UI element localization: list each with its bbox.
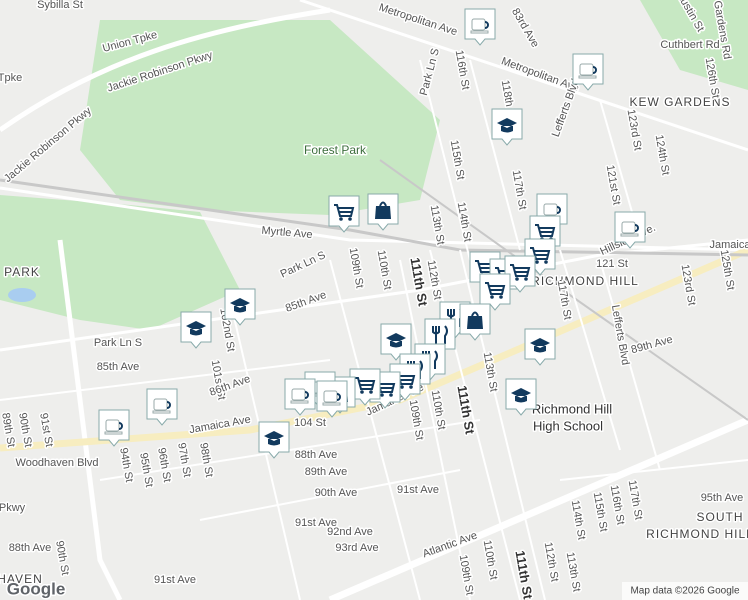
street-label: Park Ln S — [94, 337, 142, 349]
street-label: 91st Ave — [154, 574, 196, 586]
park-label: Forest Park — [304, 143, 367, 157]
school-marker[interactable] — [380, 323, 412, 361]
school-marker[interactable] — [224, 288, 256, 326]
forest-park — [80, 20, 440, 215]
street-label: 95th Ave — [701, 492, 744, 504]
area-label: RICHMOND HILL — [646, 527, 748, 541]
street-label: 88th Ave — [9, 542, 52, 554]
shopping-marker[interactable] — [459, 303, 491, 341]
street-label: Cuthbert Rd — [660, 39, 719, 51]
place-label: Richmond Hill — [532, 401, 612, 416]
street-label: 121 St — [596, 258, 628, 270]
attribution-bg — [622, 582, 748, 600]
street-label: 91st Ave — [295, 517, 337, 529]
coffee-marker[interactable] — [614, 211, 646, 249]
street-label: Jamaica — [710, 239, 748, 251]
coffee-marker[interactable] — [572, 53, 604, 91]
school-marker[interactable] — [524, 328, 556, 366]
shopping-marker[interactable] — [367, 193, 399, 231]
street-label: Sybilla St — [37, 0, 83, 11]
street-label: 85th Ave — [97, 361, 140, 373]
area-label: SOUTH — [697, 510, 744, 524]
street-label: Woodhaven Blvd — [16, 457, 99, 469]
grocery-marker[interactable] — [479, 273, 511, 311]
street-label: 90th Ave — [315, 487, 358, 499]
street-label: 88th Ave — [295, 449, 338, 461]
park-area — [0, 195, 240, 330]
school-marker[interactable] — [505, 378, 537, 416]
grocery-marker[interactable] — [349, 368, 381, 406]
street-label: 92nd Ave — [327, 526, 373, 538]
grocery-marker[interactable] — [328, 195, 360, 233]
pond — [8, 288, 36, 302]
street-label: 93rd Ave — [335, 542, 378, 554]
google-logo: Google — [7, 579, 66, 598]
area-label: PARK — [4, 265, 40, 279]
area-label: RICHMOND HILL — [531, 274, 639, 288]
coffee-marker[interactable] — [464, 8, 496, 46]
place-label: High School — [533, 418, 603, 433]
school-marker[interactable] — [180, 311, 212, 349]
coffee-marker[interactable] — [146, 388, 178, 426]
street-label: 91st Ave — [397, 484, 439, 496]
attribution[interactable]: Map data ©2026 Google — [630, 586, 740, 597]
school-marker[interactable] — [258, 421, 290, 459]
school-marker[interactable] — [491, 108, 523, 146]
street-label: 89th Ave — [305, 466, 348, 478]
park-area — [640, 0, 748, 90]
street-label: 104 St — [294, 417, 326, 429]
coffee-marker[interactable] — [284, 378, 316, 416]
street-label: Tpke — [0, 72, 22, 84]
coffee-marker[interactable] — [98, 409, 130, 447]
street-label: Pkwy — [0, 502, 26, 514]
area-label: HAVEN — [0, 572, 43, 586]
coffee-marker[interactable] — [316, 380, 348, 418]
area-label: KEW GARDENS — [629, 95, 730, 109]
